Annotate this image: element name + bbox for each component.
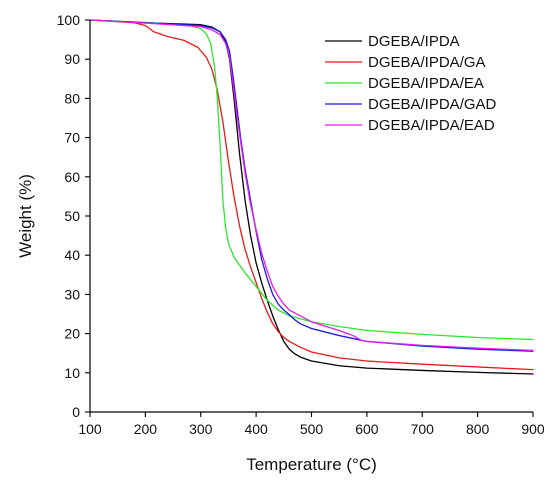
- series-line: [89, 19, 534, 352]
- legend-label: DGEBA/IPDA/EA: [368, 75, 484, 92]
- legend-label: DGEBA/IPDA: [368, 33, 460, 50]
- x-tick-label: 800: [466, 421, 490, 437]
- series-line: [89, 19, 534, 375]
- series-line: [89, 19, 534, 371]
- axes-layer: [89, 20, 533, 413]
- y-tick-label: 70: [64, 130, 80, 146]
- x-tick-label: 100: [78, 421, 102, 437]
- legend-label: DGEBA/IPDA/GAD: [368, 96, 497, 113]
- x-axis-title: Temperature (°C): [246, 455, 377, 474]
- y-tick-label: 80: [64, 90, 80, 106]
- y-tick-label: 30: [64, 286, 80, 302]
- y-tick-label: 20: [64, 326, 80, 342]
- y-tick-label: 10: [64, 365, 80, 381]
- x-tick-label: 700: [411, 421, 435, 437]
- x-tick-label: 500: [300, 421, 324, 437]
- tick-layer: 100 200 300 400 500 600 700 800 900 0 10 20 30 40 50 60…: [57, 12, 545, 437]
- y-tick-label: 60: [64, 169, 80, 185]
- x-tick-label: 200: [134, 421, 158, 437]
- legend-label: DGEBA/IPDA/GA: [368, 54, 486, 71]
- y-axis-title: Weight (%): [16, 174, 35, 258]
- y-tick-label: 0: [72, 404, 80, 420]
- x-tick-label: 400: [244, 421, 268, 437]
- y-tick-label: 40: [64, 247, 80, 263]
- y-tick-label: 50: [64, 208, 80, 224]
- series-line: [89, 19, 534, 352]
- legend-label: DGEBA/IPDA/EAD: [368, 117, 495, 134]
- y-tick-label: 90: [64, 51, 80, 67]
- x-tick-label: 300: [189, 421, 213, 437]
- x-tick-label: 900: [521, 421, 545, 437]
- series-layer: [89, 19, 534, 375]
- series-line: [89, 19, 534, 341]
- legend: DGEBA/IPDA DGEBA/IPDA/GA DGEBA/IPDA/EA DGEB…: [325, 33, 497, 134]
- y-tick-label: 100: [57, 12, 81, 28]
- x-tick-label: 600: [355, 421, 379, 437]
